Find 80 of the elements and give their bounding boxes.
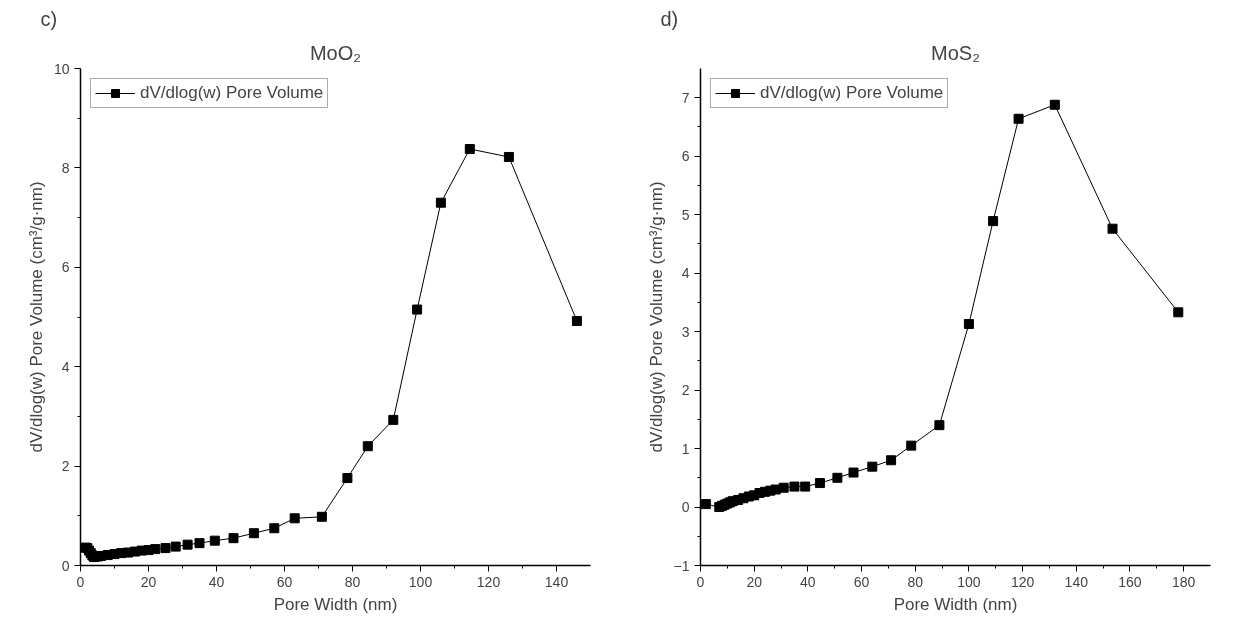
point: [503, 151, 514, 162]
point: [269, 523, 280, 534]
x-tick-label: 160: [1118, 573, 1142, 590]
y-tick-label: 7: [681, 89, 690, 106]
x-tick-label: 180: [1171, 573, 1196, 590]
y-axis-title: dV/dlog(w) Pore Volume (cm³/g·nm): [26, 181, 46, 453]
x-tick-label: 40: [800, 573, 816, 590]
point: [316, 511, 327, 522]
y-axis-title: dV/dlog(w) Pore Volume (cm³/g·nm): [646, 181, 666, 453]
x-tick-label: 60: [276, 573, 293, 590]
y-tick-label: 10: [53, 60, 70, 77]
x-tick-label: 0: [76, 573, 85, 590]
point: [209, 535, 220, 546]
point: [150, 544, 161, 555]
x-tick-label: 80: [344, 573, 361, 590]
point: [289, 513, 300, 524]
point: [963, 319, 974, 330]
point: [778, 482, 789, 493]
y-tick-label: 6: [61, 259, 70, 276]
legend-label: dV/dlog(w) Pore Volume: [760, 83, 944, 103]
point: [832, 472, 843, 483]
text: d): [660, 7, 679, 30]
point: [814, 478, 825, 489]
y-tick-label: 1: [681, 440, 690, 457]
point: [770, 484, 781, 495]
x-tick-label: 20: [140, 573, 157, 590]
x-tick-label: 80: [907, 573, 924, 590]
x-tick-label: 40: [208, 573, 225, 590]
point: [700, 499, 711, 510]
y-tick-label: 5: [681, 206, 690, 223]
y-tick-label: 0: [681, 499, 690, 516]
point: [228, 533, 239, 544]
point: [906, 440, 917, 451]
x-tick-label: 0: [696, 573, 705, 590]
point: [886, 455, 897, 466]
chart-title: MoO₂: [309, 41, 362, 64]
y-tick-label: −1: [673, 557, 690, 574]
x-axis-title: Pore Width (nm): [273, 594, 398, 614]
x-axis-title: Pore Width (nm): [893, 594, 1018, 614]
point: [1049, 99, 1060, 110]
point: [182, 539, 193, 550]
point: [362, 441, 373, 452]
y-tick-label: 2: [61, 458, 70, 475]
point: [170, 541, 181, 552]
point: [1173, 307, 1184, 318]
y-tick-label: 2: [681, 382, 690, 399]
point: [800, 481, 811, 492]
point: [934, 420, 945, 431]
text: c): [40, 7, 58, 30]
x-tick-label: 100: [408, 573, 433, 590]
point: [194, 538, 205, 549]
legend-label: dV/dlog(w) Pore Volume: [140, 83, 324, 103]
point: [412, 304, 423, 315]
x-tick-label: 140: [544, 573, 569, 590]
y-tick-label: 4: [61, 358, 70, 375]
point: [848, 467, 859, 478]
x-tick-label: 20: [746, 573, 763, 590]
point: [464, 144, 475, 155]
x-tick-label: 60: [853, 573, 870, 590]
point: [867, 461, 878, 472]
x-tick-label: 120: [1010, 573, 1035, 590]
point: [248, 528, 259, 539]
x-tick-label: 100: [957, 573, 981, 590]
y-tick-label: 6: [681, 148, 690, 165]
chart-title: MoS₂: [931, 41, 980, 64]
point: [1107, 223, 1118, 234]
point: [342, 473, 353, 484]
point: [1013, 113, 1024, 124]
point: [435, 197, 446, 208]
y-tick-label: 3: [681, 323, 690, 340]
point: [388, 414, 399, 425]
x-tick-label: 120: [476, 573, 501, 590]
y-tick-label: 0: [61, 557, 70, 574]
point: [988, 216, 999, 227]
point: [789, 481, 800, 492]
y-tick-label: 4: [681, 265, 690, 282]
point: [160, 543, 171, 554]
y-tick-label: 8: [61, 159, 70, 176]
point: [571, 315, 582, 326]
x-tick-label: 140: [1064, 573, 1089, 590]
